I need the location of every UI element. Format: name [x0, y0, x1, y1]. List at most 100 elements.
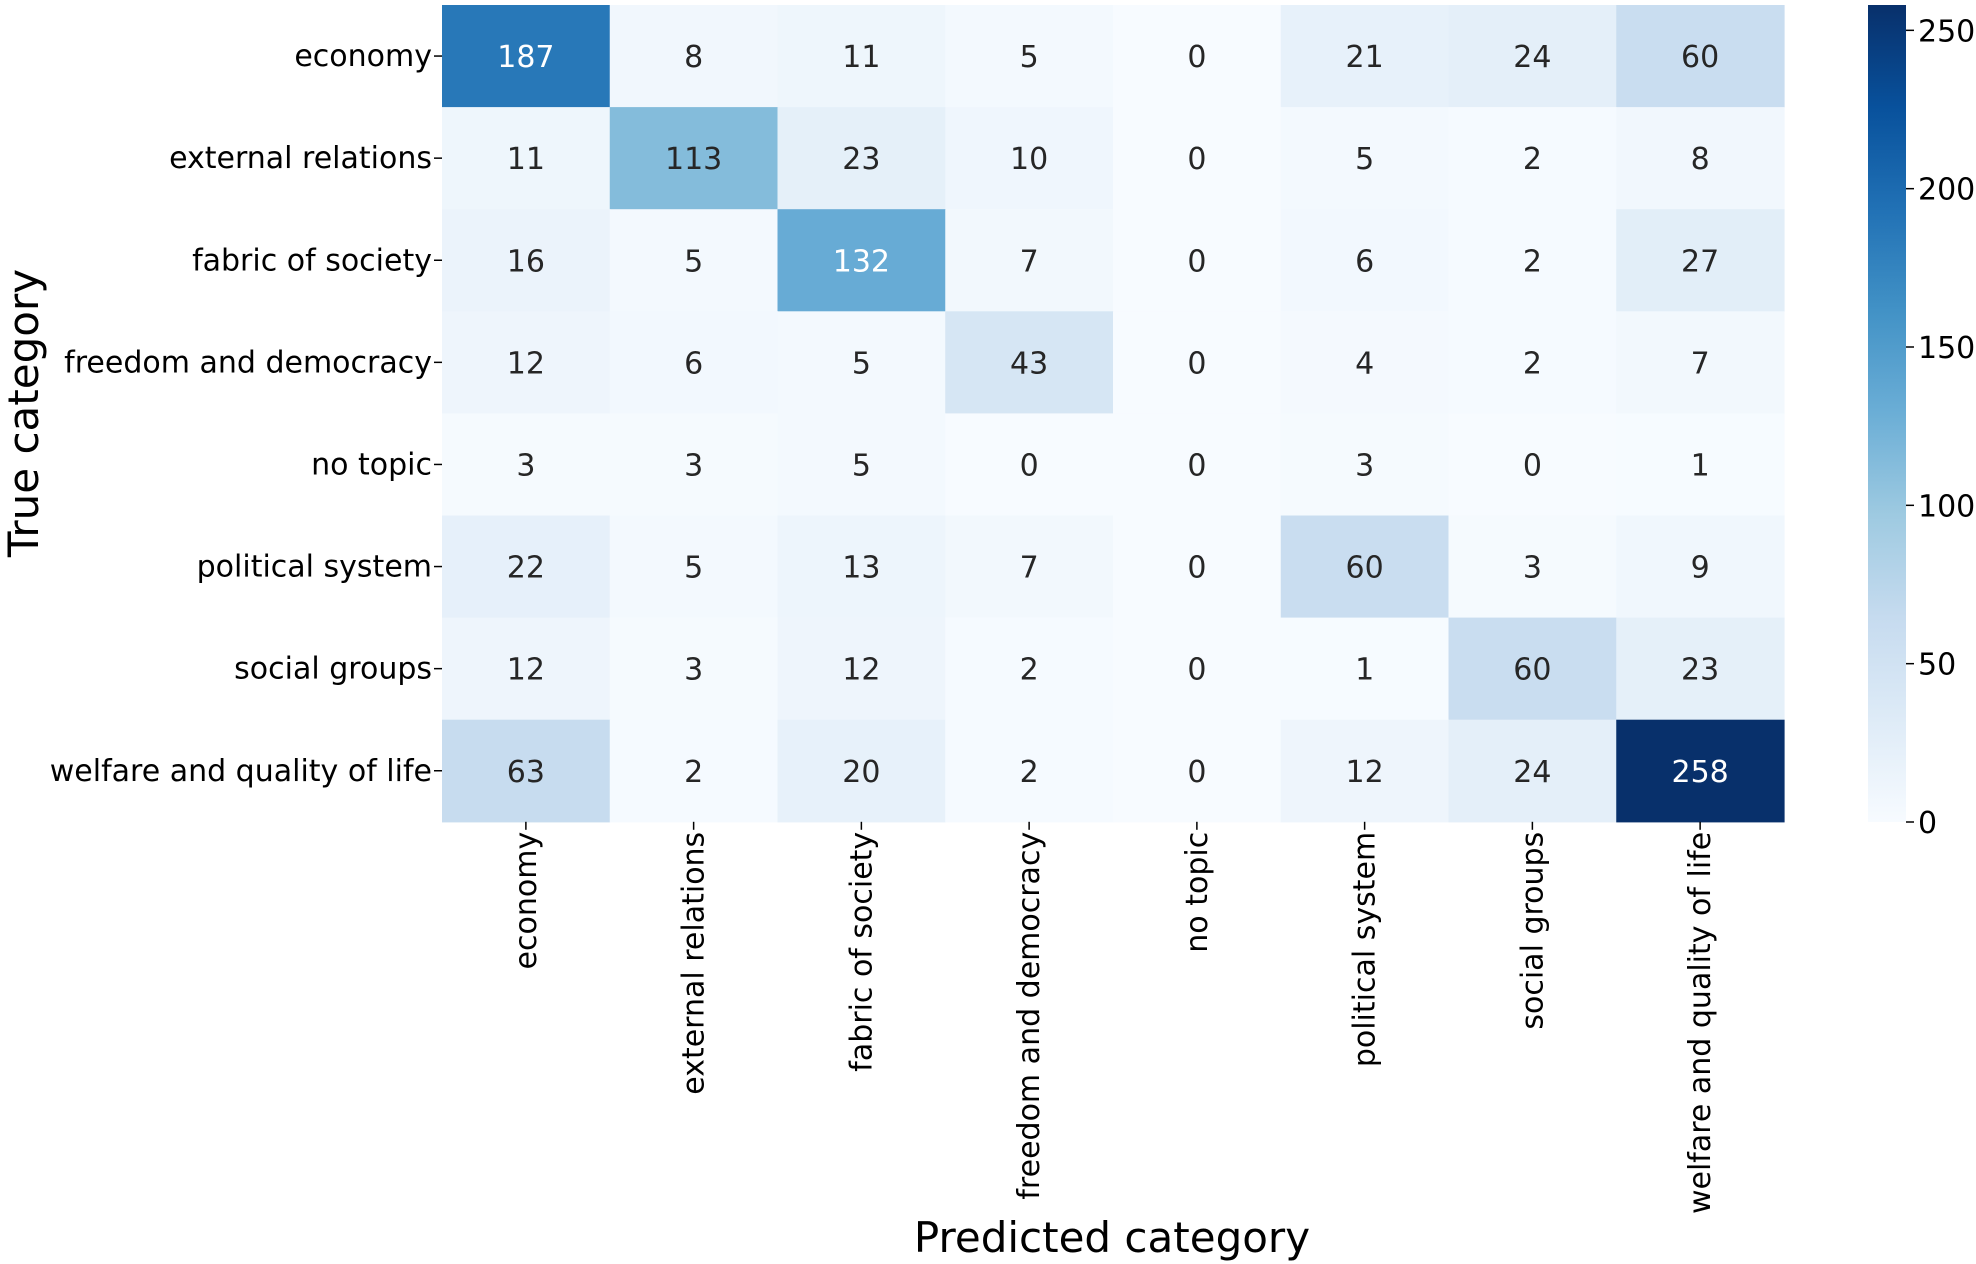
colorbar-tick-label: 200 [1918, 173, 1975, 208]
heatmap-cell [1616, 209, 1785, 312]
cell-value-label: 24 [1513, 755, 1551, 790]
colorbar-tick-label: 100 [1918, 489, 1975, 524]
heatmap-cell [1113, 515, 1282, 619]
cell-value-label: 0 [1020, 448, 1039, 483]
cell-value-label: 3 [516, 448, 535, 483]
heatmap-cell [442, 209, 611, 312]
cell-value-label: 2 [1020, 755, 1039, 790]
heatmap-cell [945, 311, 1114, 414]
cell-value-label: 12 [507, 346, 545, 381]
cell-value-label: 8 [684, 40, 703, 75]
x-tick-label: fabric of society [844, 832, 879, 1072]
heatmap-cell [1280, 209, 1450, 312]
heatmap-cell [1113, 413, 1282, 517]
cell-value-label: 7 [1020, 244, 1039, 279]
cell-value-label: 258 [1671, 755, 1728, 790]
y-tick-label: welfare and quality of life [50, 754, 432, 789]
cell-value-label: 60 [1681, 40, 1719, 75]
heatmap-cell [777, 719, 946, 823]
cell-value-label: 12 [1346, 755, 1384, 790]
heatmap-cell [1448, 413, 1617, 517]
y-tick-label: freedom and democracy [64, 345, 432, 380]
x-tick-label: freedom and democracy [1012, 832, 1047, 1200]
cell-value-label: 0 [1187, 755, 1206, 790]
cell-value-label: 12 [507, 653, 545, 688]
heatmap-cell [1113, 209, 1282, 312]
cell-value-label: 8 [1691, 142, 1710, 177]
heatmap-cell [1280, 5, 1450, 108]
cell-value-label: 43 [1010, 346, 1048, 381]
colorbar: 0 50 100 150 200 250 [1868, 5, 1975, 841]
heatmap-cell [1280, 107, 1450, 210]
cell-value-label: 0 [1187, 142, 1206, 177]
cell-value-label: 6 [684, 346, 703, 381]
heatmap-cell [1448, 107, 1617, 210]
cell-value-label: 3 [1355, 448, 1374, 483]
cell-value-label: 5 [1020, 40, 1039, 75]
cell-value-label: 9 [1691, 551, 1710, 586]
colorbar-tick-label: 150 [1918, 331, 1975, 366]
heatmap-cell [1113, 617, 1282, 721]
heatmap-cell [609, 413, 779, 517]
colorbar-ticks: 0 50 100 150 200 250 [1906, 14, 1975, 841]
heatmap-cell [1616, 617, 1785, 721]
cell-value-label: 0 [1187, 40, 1206, 75]
heatmap-cell [1448, 5, 1617, 108]
cell-value-label: 27 [1681, 244, 1719, 279]
cell-value-label: 60 [1513, 653, 1551, 688]
heatmap-cell [945, 413, 1114, 517]
heatmap-cell [945, 719, 1114, 823]
cell-value-label: 0 [1187, 653, 1206, 688]
heatmap-cell [609, 719, 779, 823]
colorbar-tick-label: 250 [1918, 14, 1975, 49]
y-axis-title: True category [0, 269, 48, 558]
cell-value-label: 1 [1355, 653, 1374, 688]
x-axis-title: Predicted category [914, 1213, 1310, 1262]
cell-value-label: 20 [842, 755, 880, 790]
y-tick-label: no topic [311, 447, 432, 482]
cell-value-label: 5 [1355, 142, 1374, 177]
heatmap-cell [1616, 107, 1785, 210]
cell-value-label: 21 [1346, 40, 1384, 75]
heatmap-cell [777, 413, 946, 517]
cell-value-label: 2 [1020, 653, 1039, 688]
heatmap-cell [777, 515, 946, 619]
x-tick-label: political system [1348, 832, 1383, 1067]
x-tick-label: no topic [1180, 832, 1215, 953]
heatmap-cell [777, 5, 946, 108]
cell-value-label: 23 [1681, 653, 1719, 688]
cell-value-label: 11 [507, 142, 545, 177]
heatmap-cell [1280, 311, 1450, 414]
heatmap-cell [609, 107, 779, 210]
heatmap-cell [442, 311, 611, 414]
heatmap-cell [777, 209, 946, 312]
cell-value-label: 1 [1691, 448, 1710, 483]
cell-value-label: 13 [842, 551, 880, 586]
heatmap-cell [1113, 5, 1282, 108]
heatmap-cell [945, 617, 1114, 721]
heatmap-cell [777, 617, 946, 721]
cell-value-label: 5 [684, 551, 703, 586]
x-tick-label: social groups [1515, 832, 1550, 1030]
heatmap-cell [442, 617, 611, 721]
y-tick-label: economy [294, 39, 432, 74]
heatmap-cell [1616, 311, 1785, 414]
heatmap-cell [442, 107, 611, 210]
cell-value-label: 0 [1523, 448, 1542, 483]
heatmap-cell [1448, 719, 1617, 823]
heatmap-cell [1280, 515, 1450, 619]
cell-value-label: 4 [1355, 346, 1374, 381]
y-axis: economy external relations fabric of socie… [50, 39, 442, 789]
heatmap-cell [1113, 311, 1282, 414]
cell-value-label: 60 [1346, 551, 1384, 586]
x-tick-label: external relations [677, 832, 712, 1095]
x-tick-label: welfare and quality of life [1683, 832, 1718, 1214]
heatmap-cell [1280, 617, 1450, 721]
cell-value-label: 10 [1010, 142, 1048, 177]
cell-value-label: 0 [1187, 448, 1206, 483]
heatmap-cell [1448, 515, 1617, 619]
cell-value-label: 2 [1523, 346, 1542, 381]
heatmap-cells [442, 5, 1785, 823]
